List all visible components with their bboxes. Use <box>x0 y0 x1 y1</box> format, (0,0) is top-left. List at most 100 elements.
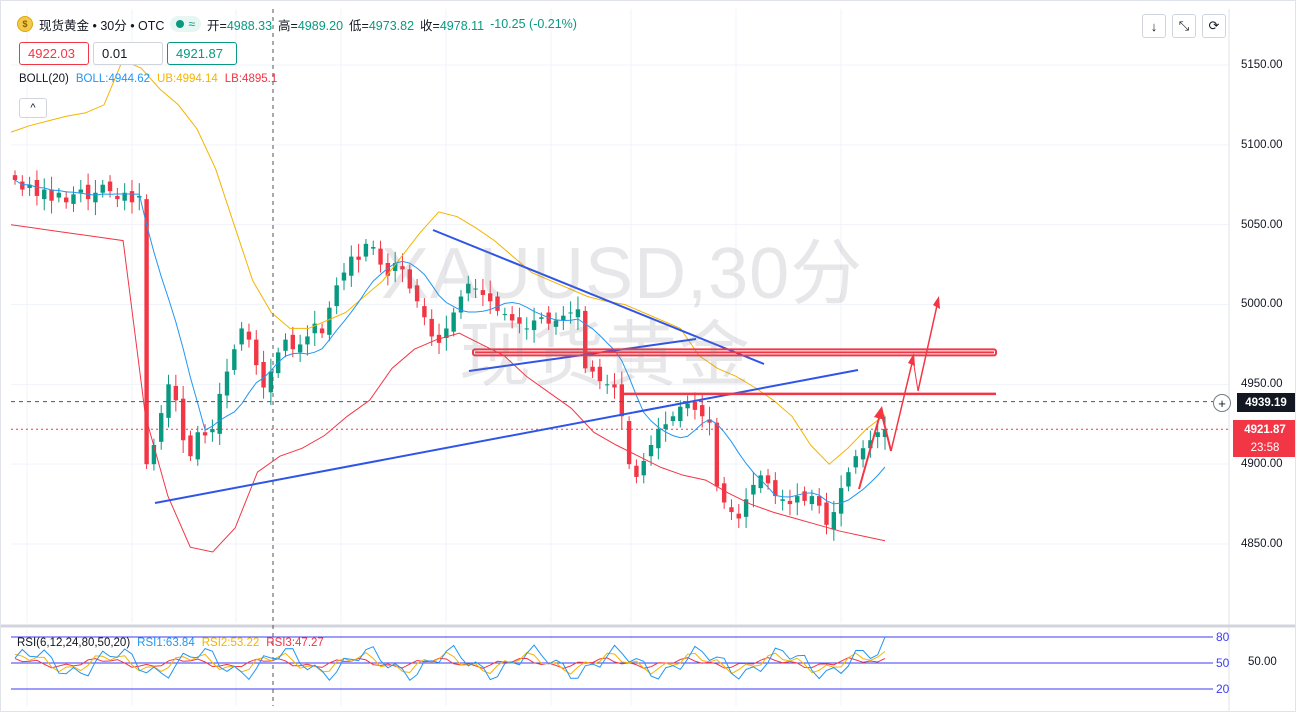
candle-body <box>714 422 720 487</box>
sell-button[interactable]: 4922.03 <box>19 42 89 65</box>
chevron-up-icon: ^ <box>30 102 36 114</box>
expand-icon: ⤡ <box>1178 18 1190 33</box>
price-tick: 4950.00 <box>1241 378 1283 390</box>
candle-body <box>824 502 829 525</box>
download-button[interactable]: ↓ <box>1142 14 1166 38</box>
candle-body <box>202 432 208 436</box>
candle-body <box>780 499 785 501</box>
screenshot-button[interactable]: ⟳ <box>1202 14 1226 38</box>
candle-body <box>151 445 157 465</box>
symbol-title[interactable]: 现货黄金 • 30分 • OTC <box>39 18 165 33</box>
rsi1-value: RSI1:63.84 <box>137 637 195 649</box>
candle-body <box>385 262 391 276</box>
high-label: 高= <box>278 18 298 33</box>
rsi-legend[interactable]: RSI(6,12,24,80,50,20) RSI1:63.84 RSI2:53… <box>17 637 324 649</box>
candle-body <box>853 456 858 468</box>
candle-body <box>692 401 698 410</box>
candle-body <box>670 416 676 422</box>
candle-body <box>809 496 815 505</box>
candle-body <box>480 290 486 295</box>
candle-body <box>517 317 522 324</box>
price-tick: 5000.00 <box>1241 298 1283 310</box>
close-value: 4978.11 <box>439 18 485 33</box>
candle-body <box>553 320 559 327</box>
candle-body <box>378 248 383 265</box>
camera-icon: ⟳ <box>1208 18 1220 33</box>
candle-body <box>678 406 683 422</box>
candle-body <box>268 371 274 393</box>
candle-body <box>371 247 376 249</box>
trade-panel: 4922.03 0.01 4921.87 <box>19 42 237 65</box>
candle-body <box>765 475 771 484</box>
candle-body <box>283 339 288 351</box>
candle-body <box>685 403 690 409</box>
rsi-axis-value: 50.00 <box>1248 656 1277 668</box>
symbol-header: $ 现货黄金 • 30分 • OTC ≈ 开=4988.33 高=4989.20… <box>17 15 577 33</box>
candle-body <box>290 334 296 350</box>
boll-name: BOLL(20) <box>19 73 69 85</box>
candle-body <box>663 424 668 430</box>
candle-body <box>721 483 727 503</box>
candle-body <box>232 349 237 370</box>
candle-body <box>875 432 880 438</box>
rsi2-line <box>14 651 886 675</box>
candle-body <box>634 465 639 477</box>
boll-legend[interactable]: BOLL(20) BOLL:4944.62 UB:4994.14 LB:4895… <box>19 73 277 85</box>
high-value: 4989.20 <box>297 18 344 33</box>
candle-body <box>210 429 215 433</box>
market-status-pill[interactable]: ≈ <box>170 16 202 32</box>
candle-body <box>568 312 573 314</box>
candle-body <box>217 393 222 434</box>
candle-body <box>12 175 18 180</box>
candle-body <box>159 413 164 442</box>
candle-body <box>195 432 200 460</box>
candle-body <box>736 513 741 519</box>
candle-body <box>509 314 515 321</box>
candle-body <box>787 500 793 505</box>
projection-leg-down-1 <box>880 410 892 452</box>
candle-body <box>312 323 317 334</box>
arrow-head <box>933 296 940 309</box>
open-label: 开= <box>207 18 227 33</box>
candle-body <box>341 272 347 281</box>
candle-body <box>583 310 588 369</box>
candle-body <box>773 480 778 497</box>
wave-icon: ≈ <box>188 17 196 31</box>
candle-body <box>246 331 252 340</box>
boll-mid-line <box>14 179 886 505</box>
candle-body <box>224 371 230 396</box>
candle-body <box>444 328 449 339</box>
candle-body <box>458 296 464 313</box>
candle-body <box>860 448 866 460</box>
quantity-input[interactable]: 0.01 <box>93 42 163 65</box>
candle-body <box>20 181 25 190</box>
candle-body <box>100 184 105 193</box>
trendline-resistance <box>432 229 765 365</box>
candle-body <box>488 293 493 302</box>
rsi3-value: RSI3:47.27 <box>266 637 324 649</box>
change-value: -10.25 (-0.21%) <box>490 17 577 31</box>
candle-body <box>656 429 661 449</box>
boll-lower-line <box>10 224 886 553</box>
candle-body <box>63 197 69 203</box>
buy-button[interactable]: 4921.87 <box>167 42 237 65</box>
add-alert-button[interactable]: + <box>1213 394 1231 412</box>
fullscreen-button[interactable]: ⤡ <box>1172 14 1196 38</box>
candle-body <box>115 195 120 200</box>
candle-body <box>297 344 303 353</box>
collapse-legend-button[interactable]: ^ <box>19 98 47 118</box>
candle-body <box>838 488 844 514</box>
candle-body <box>626 421 632 465</box>
gold-coin-icon: $ <box>17 16 33 32</box>
price-tick: 5050.00 <box>1241 219 1283 231</box>
candle-body <box>795 496 800 503</box>
candle-body <box>751 484 756 495</box>
candle-body <box>356 256 361 260</box>
candle-body <box>597 366 603 382</box>
rsi3-line <box>14 656 886 669</box>
candle-body <box>802 491 807 501</box>
candle-body <box>590 366 595 372</box>
candle-body <box>42 189 47 200</box>
candle-body <box>27 184 32 188</box>
